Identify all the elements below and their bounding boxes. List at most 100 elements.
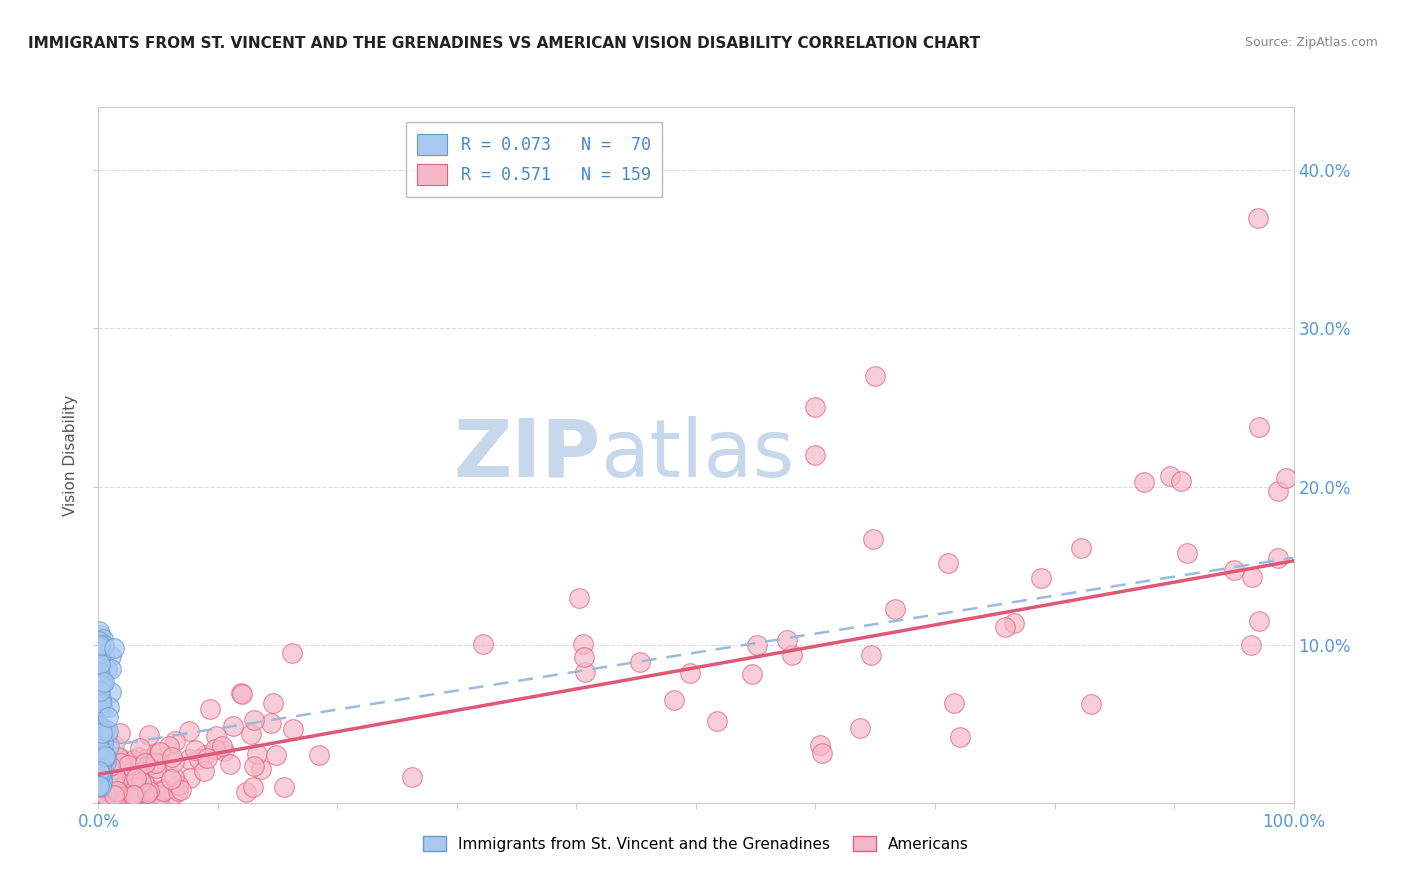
Point (93, 752, 115, 766)
Point (747, 639, 769, 653)
Point (89, 673, 111, 688)
Point (90, 762, 112, 776)
Point (308, 747, 330, 762)
Point (104, 762, 127, 776)
Point (97, 775, 120, 789)
Point (89, 741, 111, 756)
Point (214, 744, 236, 758)
Point (1175, 546, 1198, 560)
Legend: Immigrants from St. Vincent and the Grenadines, Americans: Immigrants from St. Vincent and the Gren… (416, 830, 976, 858)
Point (87, 779, 110, 793)
Point (239, 727, 262, 741)
Point (1222, 563, 1244, 577)
Point (129, 774, 152, 789)
Point (108, 726, 131, 740)
Point (664, 693, 686, 707)
Point (91, 736, 114, 750)
Text: atlas: atlas (600, 416, 794, 494)
Point (804, 448, 827, 462)
Point (90, 773, 112, 788)
Point (89, 680, 111, 694)
Point (100, 757, 122, 772)
Point (994, 620, 1017, 634)
Point (260, 715, 283, 730)
Point (90, 722, 112, 736)
Point (89, 671, 111, 685)
Point (87, 719, 110, 733)
Point (170, 783, 193, 797)
Point (94, 723, 117, 737)
Point (166, 784, 188, 798)
Point (98, 759, 121, 773)
Point (110, 756, 132, 770)
Point (91, 729, 114, 743)
Point (1247, 614, 1270, 628)
Point (273, 780, 295, 794)
Point (193, 764, 215, 779)
Point (572, 637, 595, 651)
Point (100, 649, 122, 664)
Point (741, 667, 763, 681)
Point (90, 696, 112, 710)
Point (87, 683, 110, 698)
Point (87, 633, 110, 648)
Point (145, 756, 167, 770)
Point (89, 650, 111, 665)
Point (163, 755, 186, 769)
Point (143, 755, 166, 769)
Point (98, 699, 121, 714)
Point (262, 696, 284, 710)
Point (146, 788, 169, 802)
Point (97, 723, 120, 738)
Point (108, 756, 131, 771)
Point (1029, 571, 1052, 585)
Point (179, 724, 201, 739)
Point (1080, 698, 1102, 712)
Point (706, 714, 728, 728)
Point (231, 687, 253, 701)
Point (103, 788, 125, 802)
Point (87, 665, 110, 680)
Point (96, 750, 118, 764)
Point (89, 624, 111, 639)
Point (94, 755, 117, 769)
Text: IMMIGRANTS FROM ST. VINCENT AND THE GRENADINES VS AMERICAN VISION DISABILITY COR: IMMIGRANTS FROM ST. VINCENT AND THE GREN… (28, 36, 980, 51)
Point (568, 591, 591, 606)
Point (163, 787, 186, 801)
Point (87, 777, 110, 791)
Point (89, 695, 111, 709)
Point (91, 632, 114, 646)
Point (205, 729, 228, 743)
Point (127, 788, 149, 802)
Point (89, 765, 111, 780)
Point (243, 713, 266, 727)
Point (280, 646, 302, 660)
Point (250, 762, 273, 776)
Point (177, 752, 200, 766)
Point (1002, 616, 1025, 631)
Point (134, 756, 156, 770)
Point (111, 759, 134, 773)
Point (124, 788, 146, 802)
Point (219, 757, 242, 772)
Point (810, 738, 832, 752)
Point (90, 772, 112, 786)
Point (128, 788, 150, 802)
Point (281, 723, 304, 737)
Point (101, 788, 124, 802)
Point (138, 758, 160, 772)
Point (91, 675, 114, 690)
Point (90, 732, 112, 747)
Point (91, 760, 114, 774)
Point (89, 638, 111, 652)
Point (125, 788, 148, 802)
Point (163, 734, 186, 748)
Point (96, 728, 118, 742)
Point (1159, 469, 1181, 483)
Point (157, 739, 180, 753)
Point (89, 766, 111, 780)
Point (103, 641, 125, 656)
Point (1170, 474, 1192, 488)
Point (160, 750, 183, 764)
Point (628, 655, 651, 669)
